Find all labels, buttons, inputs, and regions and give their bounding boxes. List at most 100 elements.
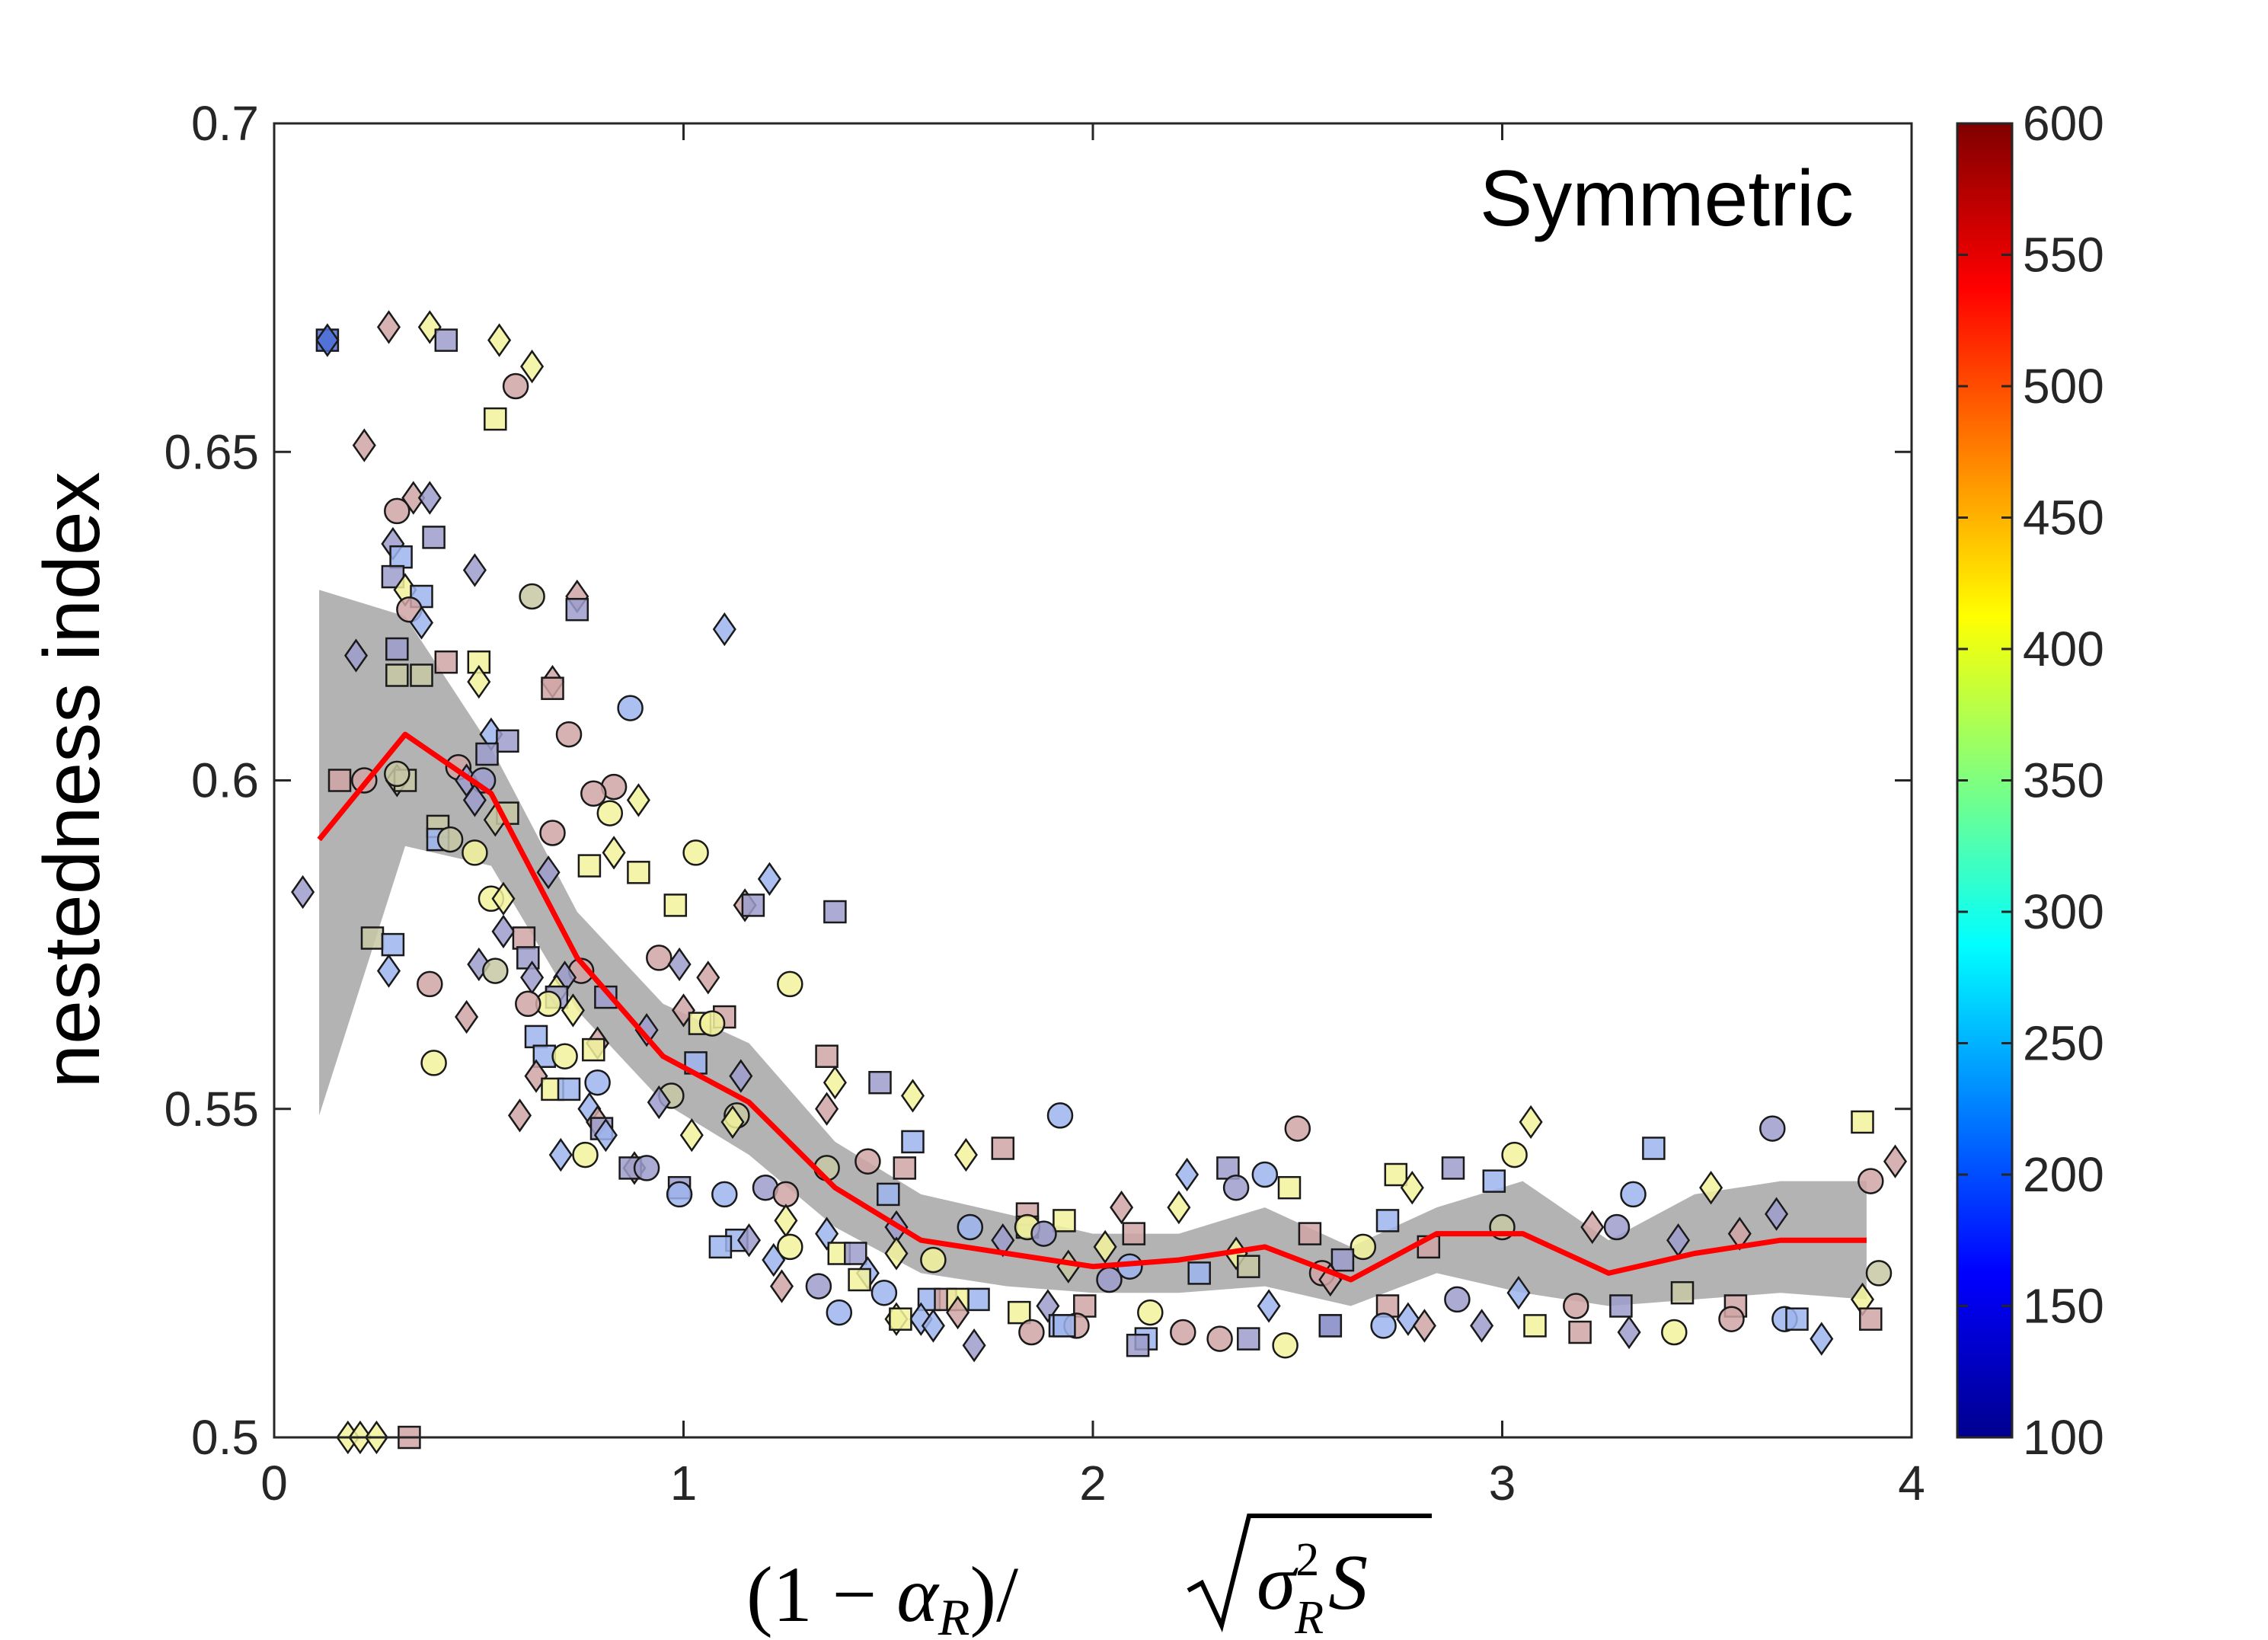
marker-diamond: [536, 855, 561, 890]
y-tick-label: 0.55: [164, 1082, 259, 1136]
marker-square: [1482, 1169, 1506, 1193]
marker-circle: [580, 780, 607, 807]
marker-square: [966, 1287, 990, 1312]
spread-band: [319, 590, 1867, 1306]
marker-square: [1609, 1294, 1633, 1318]
marker-circle: [1137, 1299, 1164, 1326]
marker-diamond: [602, 836, 626, 870]
marker-square: [582, 1037, 605, 1062]
marker-square: [541, 676, 564, 700]
marker-circle: [502, 372, 529, 400]
marker-diamond: [507, 1098, 532, 1133]
marker-diamond: [679, 1118, 704, 1152]
marker-circle: [1272, 1332, 1299, 1359]
marker-diamond: [736, 1223, 762, 1258]
marker-circle: [772, 1181, 800, 1208]
marker-circle: [572, 1141, 599, 1168]
marker-circle: [711, 1181, 738, 1208]
marker-diamond: [823, 1066, 847, 1100]
marker-diamond: [815, 1216, 839, 1251]
marker-square: [385, 663, 409, 687]
marker-diamond: [376, 954, 401, 988]
marker-square: [484, 407, 507, 431]
marker-circle: [1046, 1102, 1074, 1129]
marker-diamond: [561, 993, 585, 1028]
marker-square: [1053, 1209, 1076, 1232]
marker-circle: [854, 1148, 881, 1175]
marker-circle: [1759, 1115, 1786, 1142]
marker-circle: [777, 1233, 803, 1261]
marker-diamond: [946, 1295, 970, 1330]
marker-circle: [417, 970, 443, 998]
marker-circle: [1563, 1293, 1589, 1319]
marker-square: [360, 926, 385, 950]
marker-square: [877, 1182, 900, 1207]
marker-circle: [384, 497, 410, 525]
marker-diamond: [1519, 1105, 1543, 1140]
marker-square: [889, 1307, 912, 1331]
marker-diamond: [1257, 1289, 1281, 1323]
marker-circle: [1251, 1161, 1279, 1188]
marker-circle: [1206, 1325, 1233, 1352]
marker-circle: [1284, 1115, 1311, 1142]
marker-diamond: [815, 1092, 839, 1126]
colorbar-tick-label: 550: [2023, 228, 2104, 283]
x-title-suffix: )/: [969, 1551, 1018, 1638]
marker-square: [1375, 1209, 1400, 1232]
marker-circle: [1858, 1168, 1884, 1194]
marker-circle: [805, 1273, 832, 1300]
marker-square: [496, 729, 519, 753]
marker-circle: [826, 1299, 853, 1326]
marker-circle: [596, 800, 624, 826]
marker-diamond: [1883, 1144, 1908, 1178]
marker-square: [1237, 1327, 1260, 1351]
marker-square: [1237, 1255, 1260, 1278]
marker-square: [512, 926, 536, 950]
marker-square: [627, 861, 650, 884]
marker-diamond: [696, 961, 720, 995]
y-tick-label: 0.5: [191, 1410, 259, 1465]
x-tick-label: 0: [260, 1456, 288, 1511]
marker-circle: [682, 839, 709, 866]
marker-diamond: [634, 1013, 659, 1047]
marker-diamond: [462, 783, 487, 817]
colorbar-ticks-layer: 100 150 200 250 300 350 400 450 500 550 600: [1957, 96, 2104, 1465]
marker-circle: [666, 1181, 693, 1208]
marker-diamond: [667, 947, 692, 982]
marker-square: [844, 1242, 867, 1265]
svg-text:(1 − αR)/: (1 − αR)/: [746, 1551, 1018, 1640]
marker-square: [1277, 1175, 1302, 1200]
marker-square: [389, 545, 413, 569]
marker-circle: [920, 1246, 947, 1274]
marker-circle: [1661, 1319, 1688, 1346]
marker-square: [1122, 1222, 1146, 1245]
marker-diamond: [1617, 1315, 1641, 1350]
x-tick-label: 3: [1489, 1456, 1516, 1511]
marker-diamond: [762, 1242, 786, 1277]
marker-diamond: [491, 881, 516, 916]
marker-circle: [1865, 1260, 1893, 1287]
marker-square: [708, 1235, 733, 1259]
marker-square: [1785, 1307, 1809, 1331]
marker-circle: [420, 1050, 447, 1076]
x-tick-label: 4: [1898, 1456, 1925, 1511]
marker-diamond: [462, 553, 487, 587]
marker-circle: [1370, 1312, 1397, 1339]
marker-circle: [1096, 1266, 1123, 1293]
x-title-alpha: α: [896, 1551, 940, 1638]
marker-diamond: [900, 1079, 925, 1113]
marker-square: [434, 650, 458, 674]
marker-square: [1008, 1300, 1031, 1325]
marker-diamond: [1765, 1197, 1789, 1231]
marker-diamond: [343, 638, 369, 673]
marker-circle: [482, 957, 509, 984]
marker-square: [1670, 1280, 1695, 1305]
marker-circle: [1501, 1141, 1528, 1168]
marker-diamond: [487, 323, 512, 357]
x-title-sigma-sub: R: [1294, 1592, 1324, 1640]
marker-diamond: [1412, 1309, 1436, 1343]
mean-line: [317, 731, 1867, 1283]
marker-square: [1187, 1261, 1211, 1285]
marker-diamond: [548, 1137, 573, 1172]
